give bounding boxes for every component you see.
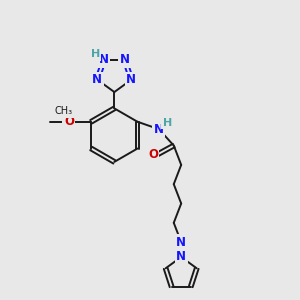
Text: N: N [154, 123, 164, 136]
Text: N: N [120, 53, 130, 66]
Text: H: H [163, 118, 172, 128]
Text: N: N [92, 73, 102, 86]
Text: N: N [99, 53, 109, 66]
Text: H: H [91, 50, 100, 59]
Text: O: O [64, 115, 74, 128]
Text: O: O [148, 148, 158, 161]
Text: N: N [176, 250, 186, 263]
Text: N: N [126, 73, 136, 86]
Text: N: N [176, 236, 186, 249]
Text: CH₃: CH₃ [54, 106, 72, 116]
